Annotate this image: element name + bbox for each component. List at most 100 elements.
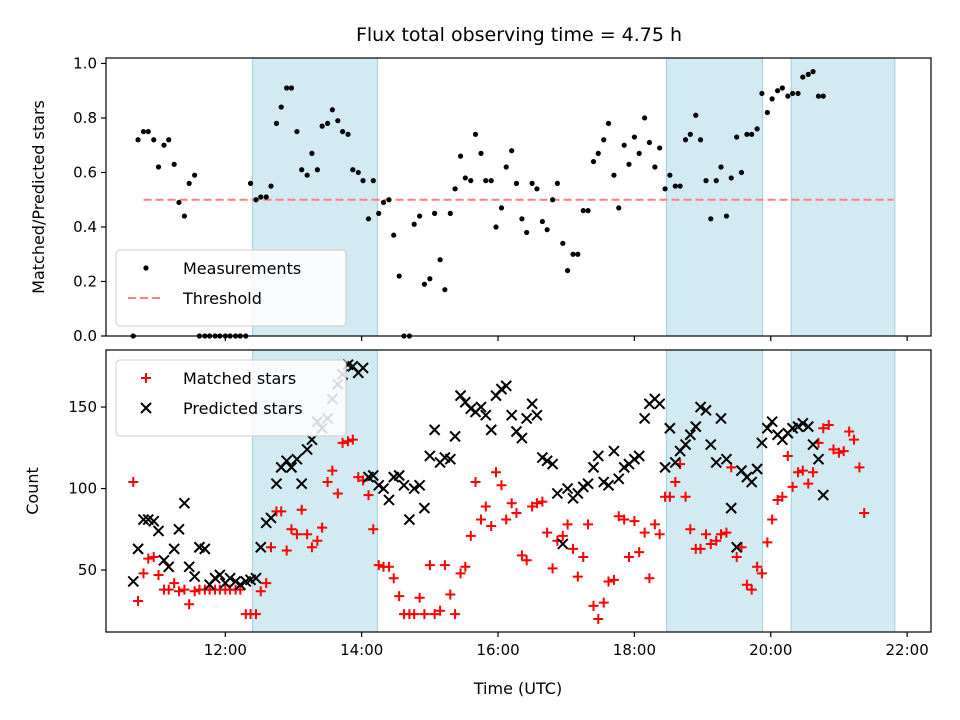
data-point: [779, 85, 785, 91]
data-point: [844, 426, 855, 437]
data-point: [324, 120, 331, 127]
data-point: [653, 398, 666, 410]
data-point: [636, 150, 642, 156]
data-point: [478, 150, 484, 156]
data-point: [496, 480, 507, 491]
data-point: [582, 477, 594, 490]
data-point: [247, 180, 254, 186]
data-point: [454, 389, 467, 402]
data-point: [787, 481, 798, 492]
data-point: [319, 123, 325, 129]
data-point: [807, 438, 819, 451]
data-point: [631, 134, 638, 140]
data-point: [475, 401, 487, 413]
data-point: [135, 137, 141, 143]
data-point: [493, 224, 499, 230]
data-point: [171, 161, 177, 167]
data-point: [444, 453, 457, 465]
data-point: [595, 150, 601, 156]
data-point: [255, 586, 266, 597]
data-point: [745, 476, 758, 488]
data-point: [519, 216, 525, 222]
data-point: [711, 535, 722, 546]
data-point: [767, 514, 778, 525]
data-point: [151, 137, 157, 143]
data-point: [621, 142, 627, 148]
data-point: [178, 497, 191, 509]
data-point: [697, 137, 704, 143]
legend-label: Matched stars: [183, 369, 296, 388]
data-point: [718, 164, 724, 170]
data-point: [137, 513, 150, 526]
data-point: [524, 229, 530, 236]
data-point: [572, 571, 583, 582]
data-point: [603, 576, 614, 587]
data-point: [386, 197, 392, 203]
data-point: [306, 542, 317, 553]
data-point: [693, 112, 699, 118]
data-point: [669, 456, 682, 469]
data-point: [391, 232, 397, 238]
data-point: [465, 530, 476, 541]
data-point: [526, 398, 538, 410]
data-point: [148, 515, 160, 527]
data-point: [531, 409, 543, 421]
data-point: [449, 430, 461, 443]
data-point: [587, 461, 600, 474]
data-point: [789, 90, 796, 97]
data-point: [393, 469, 405, 482]
data-point: [486, 521, 497, 532]
data-point: [580, 208, 586, 214]
data-point: [480, 501, 491, 512]
data-point: [166, 137, 172, 143]
data-point: [797, 465, 808, 476]
data-point: [437, 257, 443, 263]
y-tick-label: 1.0: [73, 54, 97, 72]
data-point: [158, 554, 170, 566]
data-point: [818, 423, 829, 434]
data-point: [511, 508, 522, 519]
data-point: [611, 172, 617, 178]
data-point: [488, 178, 494, 184]
data-point: [189, 586, 200, 597]
data-point: [138, 568, 149, 579]
data-point: [639, 527, 650, 538]
x-tick-label: 16:00: [476, 641, 519, 659]
data-point: [762, 537, 773, 548]
data-point: [457, 153, 464, 159]
data-point: [560, 240, 566, 246]
y-tick-label: 50: [78, 561, 97, 579]
data-point: [285, 461, 298, 474]
data-point: [793, 467, 804, 478]
data-point: [370, 178, 376, 184]
data-point: [253, 197, 259, 203]
legend-marker: [143, 265, 149, 271]
data-point: [192, 172, 198, 178]
data-point: [652, 164, 658, 170]
data-point: [516, 432, 528, 444]
data-point: [539, 218, 545, 225]
data-point: [802, 420, 814, 433]
data-point: [383, 561, 394, 572]
data-point: [585, 208, 591, 214]
data-point: [322, 477, 333, 488]
y-tick-label: 0.6: [73, 163, 97, 181]
data-point: [509, 148, 515, 154]
data-point: [295, 477, 308, 490]
data-point: [659, 461, 671, 474]
data-point: [679, 438, 692, 451]
data-point: [736, 542, 747, 553]
data-point: [343, 436, 354, 447]
data-point: [337, 437, 348, 448]
data-point: [417, 213, 423, 219]
data-point: [424, 560, 435, 571]
data-point: [602, 479, 615, 492]
data-point: [503, 164, 509, 170]
data-point: [169, 578, 180, 589]
data-point: [810, 69, 816, 75]
data-point: [817, 489, 829, 501]
x-tick-label: 20:00: [749, 641, 792, 659]
legend-box: [115, 359, 347, 437]
data-point: [288, 85, 295, 91]
data-point: [439, 560, 450, 571]
